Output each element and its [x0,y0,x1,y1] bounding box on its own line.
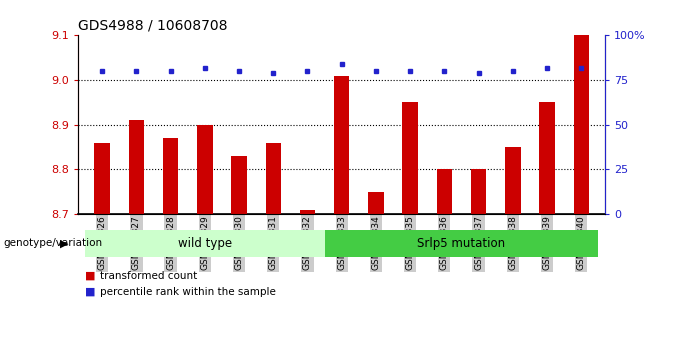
Bar [403,102,418,214]
Text: wild type: wild type [177,237,232,250]
Bar [369,192,384,214]
Bar [197,125,213,214]
Bar [437,170,452,214]
Bar [505,147,520,214]
Bar [163,138,178,214]
Text: ■: ■ [85,271,95,281]
Text: genotype/variation: genotype/variation [3,238,103,249]
Bar [324,230,598,257]
Bar [471,170,486,214]
Bar [231,156,247,214]
Text: GDS4988 / 10608708: GDS4988 / 10608708 [78,19,228,33]
Text: transformed count: transformed count [100,271,197,281]
Text: ■: ■ [85,287,95,297]
Text: ▶: ▶ [60,238,68,249]
Bar [85,230,324,257]
Bar [539,102,555,214]
Text: percentile rank within the sample: percentile rank within the sample [100,287,276,297]
Bar [573,35,589,214]
Bar [95,143,110,214]
Bar [334,76,350,214]
Bar [129,120,144,214]
Bar [266,143,281,214]
Bar [300,210,315,214]
Text: Srlp5 mutation: Srlp5 mutation [418,237,505,250]
